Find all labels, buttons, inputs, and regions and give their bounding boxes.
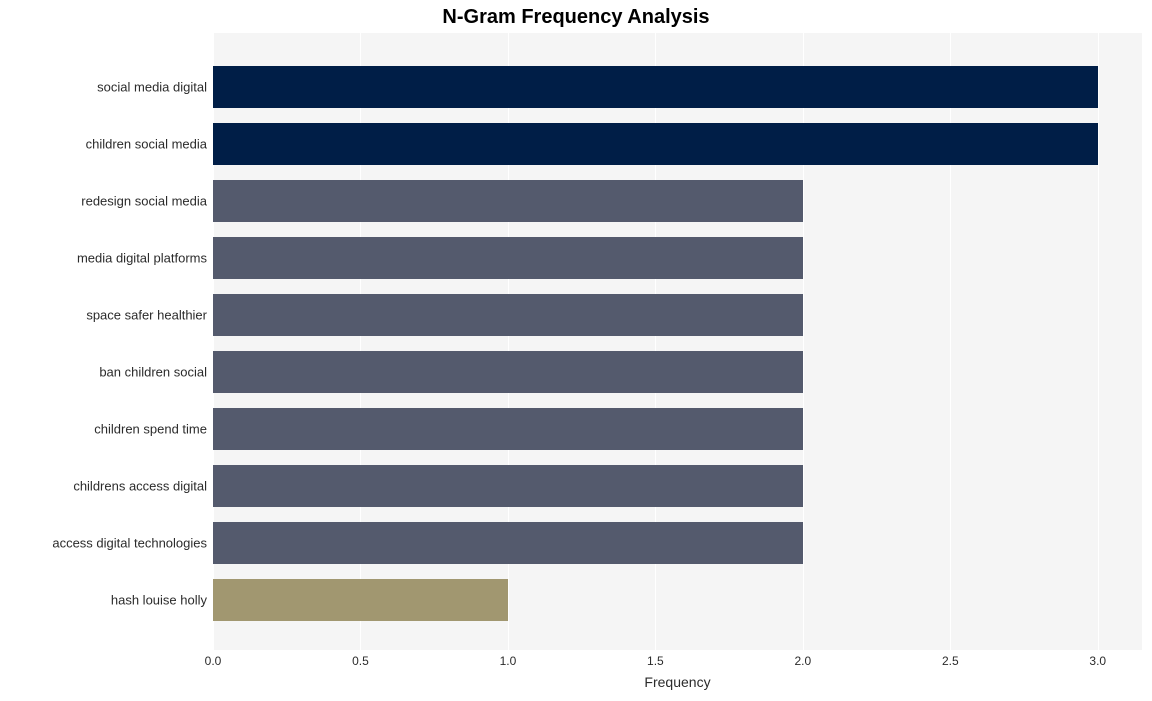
x-tick-label: 1.0	[500, 654, 517, 668]
gridline	[1098, 33, 1099, 650]
x-tick-label: 0.5	[352, 654, 369, 668]
y-tick-label: children social media	[2, 137, 207, 152]
y-tick-label: children spend time	[2, 422, 207, 437]
bar	[213, 237, 803, 279]
bar	[213, 294, 803, 336]
y-tick-label: childrens access digital	[2, 479, 207, 494]
bar	[213, 123, 1098, 165]
x-axis-title: Frequency	[213, 674, 1142, 690]
plot-area	[213, 33, 1142, 650]
x-tick-label: 1.5	[647, 654, 664, 668]
bar	[213, 180, 803, 222]
ngram-chart: N-Gram Frequency Analysis Frequency 0.0 0…	[0, 0, 1152, 701]
chart-title: N-Gram Frequency Analysis	[0, 6, 1152, 29]
y-tick-label: hash louise holly	[2, 593, 207, 608]
x-tick-label: 2.0	[794, 654, 811, 668]
x-tick-label: 3.0	[1089, 654, 1106, 668]
bar	[213, 579, 508, 621]
x-tick-label: 0.0	[205, 654, 222, 668]
y-tick-label: access digital technologies	[2, 536, 207, 551]
bar	[213, 465, 803, 507]
y-tick-label: ban children social	[2, 365, 207, 380]
y-tick-label: media digital platforms	[2, 251, 207, 266]
bar	[213, 408, 803, 450]
y-tick-label: space safer healthier	[2, 308, 207, 323]
y-tick-label: redesign social media	[2, 194, 207, 209]
bar	[213, 351, 803, 393]
x-tick-label: 2.5	[942, 654, 959, 668]
bar	[213, 66, 1098, 108]
y-tick-label: social media digital	[2, 80, 207, 95]
bar	[213, 522, 803, 564]
